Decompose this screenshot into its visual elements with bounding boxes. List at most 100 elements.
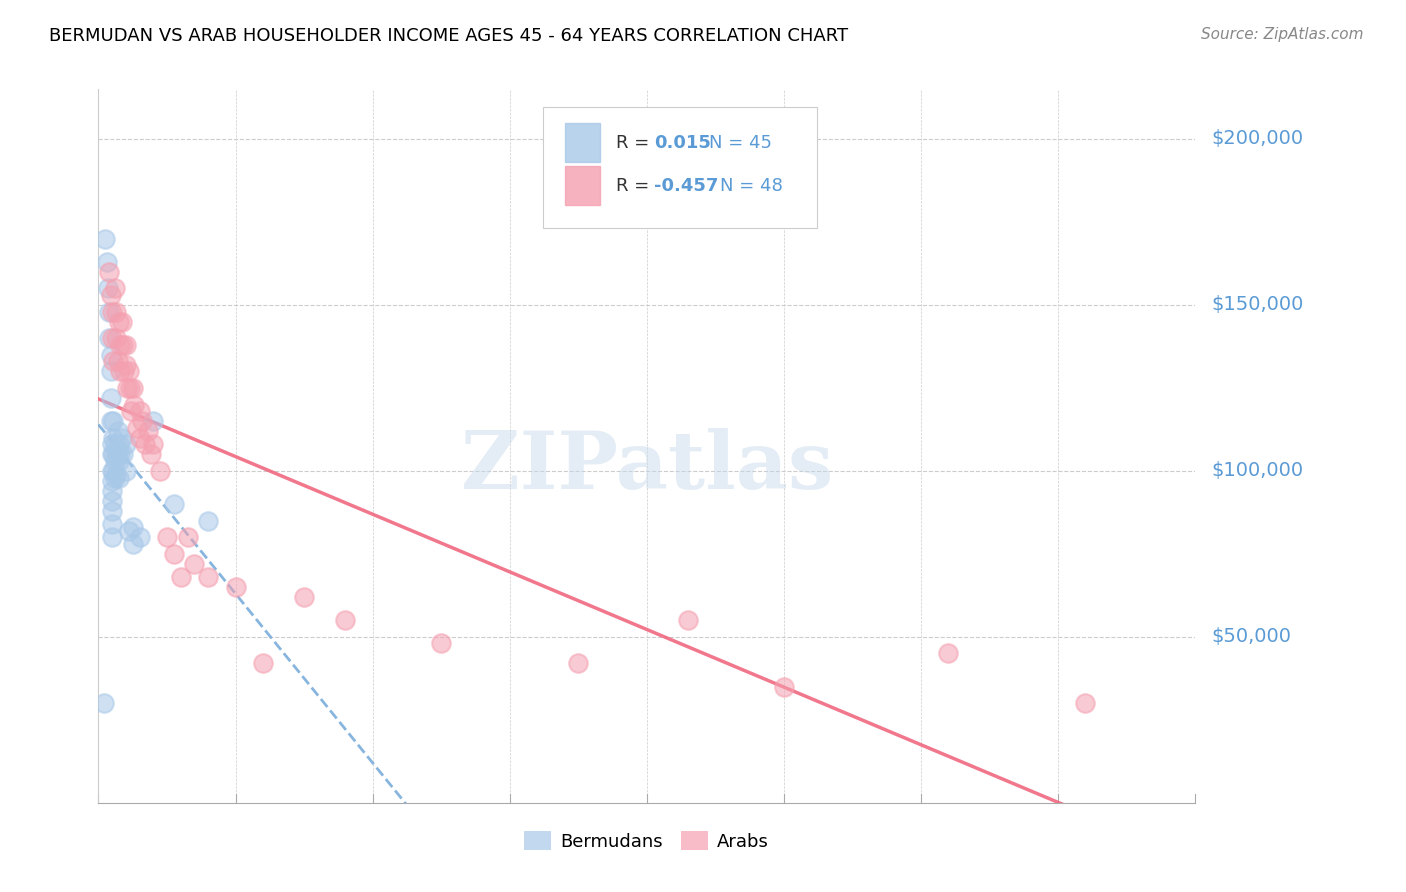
Point	[114, 364, 136, 378]
Point	[101, 530, 124, 544]
Point	[101, 474, 124, 488]
Text: R =: R =	[616, 177, 655, 194]
Point	[100, 288, 122, 302]
Point	[115, 381, 138, 395]
Point	[105, 447, 128, 461]
Point	[112, 338, 135, 352]
Point	[103, 447, 125, 461]
Text: Source: ZipAtlas.com: Source: ZipAtlas.com	[1201, 27, 1364, 42]
Bar	[565, 166, 599, 205]
Point	[676, 613, 699, 627]
Point	[122, 397, 145, 411]
Point	[108, 454, 131, 468]
Text: N = 48: N = 48	[720, 177, 783, 194]
Point	[100, 364, 122, 378]
Point	[121, 381, 143, 395]
Text: BERMUDAN VS ARAB HOUSEHOLDER INCOME AGES 45 - 64 YEARS CORRELATION CHART: BERMUDAN VS ARAB HOUSEHOLDER INCOME AGES…	[49, 27, 848, 45]
Point	[115, 464, 138, 478]
Point	[183, 557, 205, 571]
Point	[101, 437, 124, 451]
Point	[170, 570, 193, 584]
Point	[108, 470, 131, 484]
Text: N = 45: N = 45	[709, 134, 772, 152]
Point	[101, 516, 124, 531]
Point	[104, 281, 127, 295]
Point	[115, 437, 138, 451]
Point	[292, 590, 315, 604]
Point	[98, 331, 121, 345]
Text: $150,000: $150,000	[1212, 295, 1303, 315]
Point	[335, 613, 357, 627]
Point	[197, 570, 219, 584]
Point	[163, 547, 186, 561]
Point	[101, 464, 124, 478]
Point	[108, 437, 131, 451]
Point	[149, 464, 172, 478]
Point	[104, 437, 127, 451]
Point	[101, 483, 124, 498]
Point	[111, 314, 134, 328]
Point	[115, 358, 138, 372]
Point	[430, 636, 453, 650]
Point	[100, 391, 122, 405]
Point	[100, 414, 122, 428]
Point	[101, 304, 124, 318]
Point	[96, 254, 118, 268]
Bar	[565, 123, 599, 162]
Text: ZIPatlas: ZIPatlas	[461, 428, 832, 507]
Point	[110, 338, 132, 352]
Point	[105, 331, 128, 345]
Point	[120, 404, 142, 418]
Point	[94, 231, 117, 245]
Point	[1074, 696, 1097, 710]
Point	[118, 381, 141, 395]
Point	[131, 414, 153, 428]
Point	[252, 657, 274, 671]
Point	[139, 447, 162, 461]
Point	[121, 537, 143, 551]
Point	[105, 467, 128, 482]
Point	[103, 354, 125, 368]
Text: 0.015: 0.015	[654, 134, 711, 152]
Point	[98, 304, 121, 318]
Point	[134, 437, 156, 451]
Point	[101, 493, 124, 508]
Point	[176, 530, 198, 544]
Point	[101, 447, 124, 461]
Point	[938, 647, 960, 661]
Point	[107, 444, 129, 458]
Point	[110, 447, 132, 461]
Point	[225, 580, 247, 594]
Text: $100,000: $100,000	[1212, 461, 1303, 481]
Point	[98, 265, 121, 279]
Point	[97, 281, 120, 295]
Point	[142, 414, 165, 428]
Point	[110, 364, 132, 378]
Point	[197, 514, 219, 528]
Point	[100, 348, 122, 362]
Text: R =: R =	[616, 134, 655, 152]
Point	[125, 421, 148, 435]
Point	[773, 680, 796, 694]
Point	[103, 464, 125, 478]
Point	[128, 530, 150, 544]
Point	[112, 447, 135, 461]
Point	[93, 696, 115, 710]
Point	[128, 431, 150, 445]
Point	[115, 338, 138, 352]
Point	[567, 657, 589, 671]
Point	[107, 354, 129, 368]
Text: $200,000: $200,000	[1212, 129, 1303, 148]
Point	[101, 331, 124, 345]
Point	[117, 524, 139, 538]
Point	[136, 424, 159, 438]
Point	[156, 530, 179, 544]
Point	[108, 314, 131, 328]
Point	[117, 364, 139, 378]
Point	[128, 404, 150, 418]
Point	[103, 431, 125, 445]
Point	[111, 431, 134, 445]
Point	[105, 304, 128, 318]
Point	[163, 497, 186, 511]
Text: $50,000: $50,000	[1212, 627, 1292, 647]
